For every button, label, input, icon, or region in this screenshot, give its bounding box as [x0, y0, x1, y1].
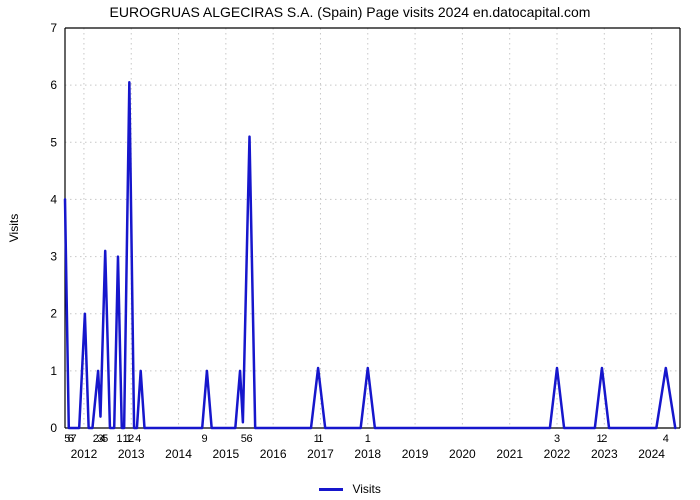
svg-text:3: 3 — [50, 250, 57, 264]
svg-text:2017: 2017 — [307, 447, 334, 461]
svg-text:2012: 2012 — [71, 447, 98, 461]
svg-text:1: 1 — [50, 364, 57, 378]
svg-text:7: 7 — [50, 21, 57, 35]
chart-svg: 0 1 2 3 4 5 6 7 2012 2013 2014 2015 2016 2017 2018 2019… — [0, 0, 700, 470]
svg-text:7: 7 — [70, 433, 76, 445]
svg-text:2020: 2020 — [449, 447, 476, 461]
svg-text:2: 2 — [50, 307, 57, 321]
svg-text:4: 4 — [663, 433, 669, 445]
svg-text:2019: 2019 — [402, 447, 429, 461]
svg-text:5: 5 — [102, 433, 108, 445]
legend-swatch — [319, 488, 343, 491]
svg-text:3: 3 — [554, 433, 560, 445]
svg-text:2: 2 — [601, 433, 607, 445]
chart-legend: Visits — [0, 482, 700, 496]
svg-text:2024: 2024 — [638, 447, 665, 461]
svg-text:2013: 2013 — [118, 447, 145, 461]
svg-text:6: 6 — [50, 78, 57, 92]
svg-text:9: 9 — [201, 433, 207, 445]
svg-text:2021: 2021 — [496, 447, 523, 461]
svg-text:4: 4 — [135, 433, 141, 445]
svg-text:2022: 2022 — [544, 447, 571, 461]
svg-text:1: 1 — [365, 433, 371, 445]
svg-text:6: 6 — [246, 433, 252, 445]
svg-text:2018: 2018 — [354, 447, 381, 461]
svg-text:2014: 2014 — [165, 447, 192, 461]
line-chart: EUROGRUAS ALGECIRAS S.A. (Spain) Page vi… — [0, 0, 700, 500]
svg-text:1: 1 — [317, 433, 323, 445]
svg-text:5: 5 — [50, 135, 57, 149]
svg-text:2015: 2015 — [212, 447, 239, 461]
svg-text:2023: 2023 — [591, 447, 618, 461]
svg-text:Visits: Visits — [7, 214, 21, 242]
svg-text:4: 4 — [50, 192, 57, 206]
legend-label: Visits — [352, 482, 380, 496]
svg-text:2016: 2016 — [260, 447, 287, 461]
svg-text:2: 2 — [128, 433, 134, 445]
chart-title: EUROGRUAS ALGECIRAS S.A. (Spain) Page vi… — [0, 4, 700, 20]
svg-text:0: 0 — [50, 421, 57, 435]
